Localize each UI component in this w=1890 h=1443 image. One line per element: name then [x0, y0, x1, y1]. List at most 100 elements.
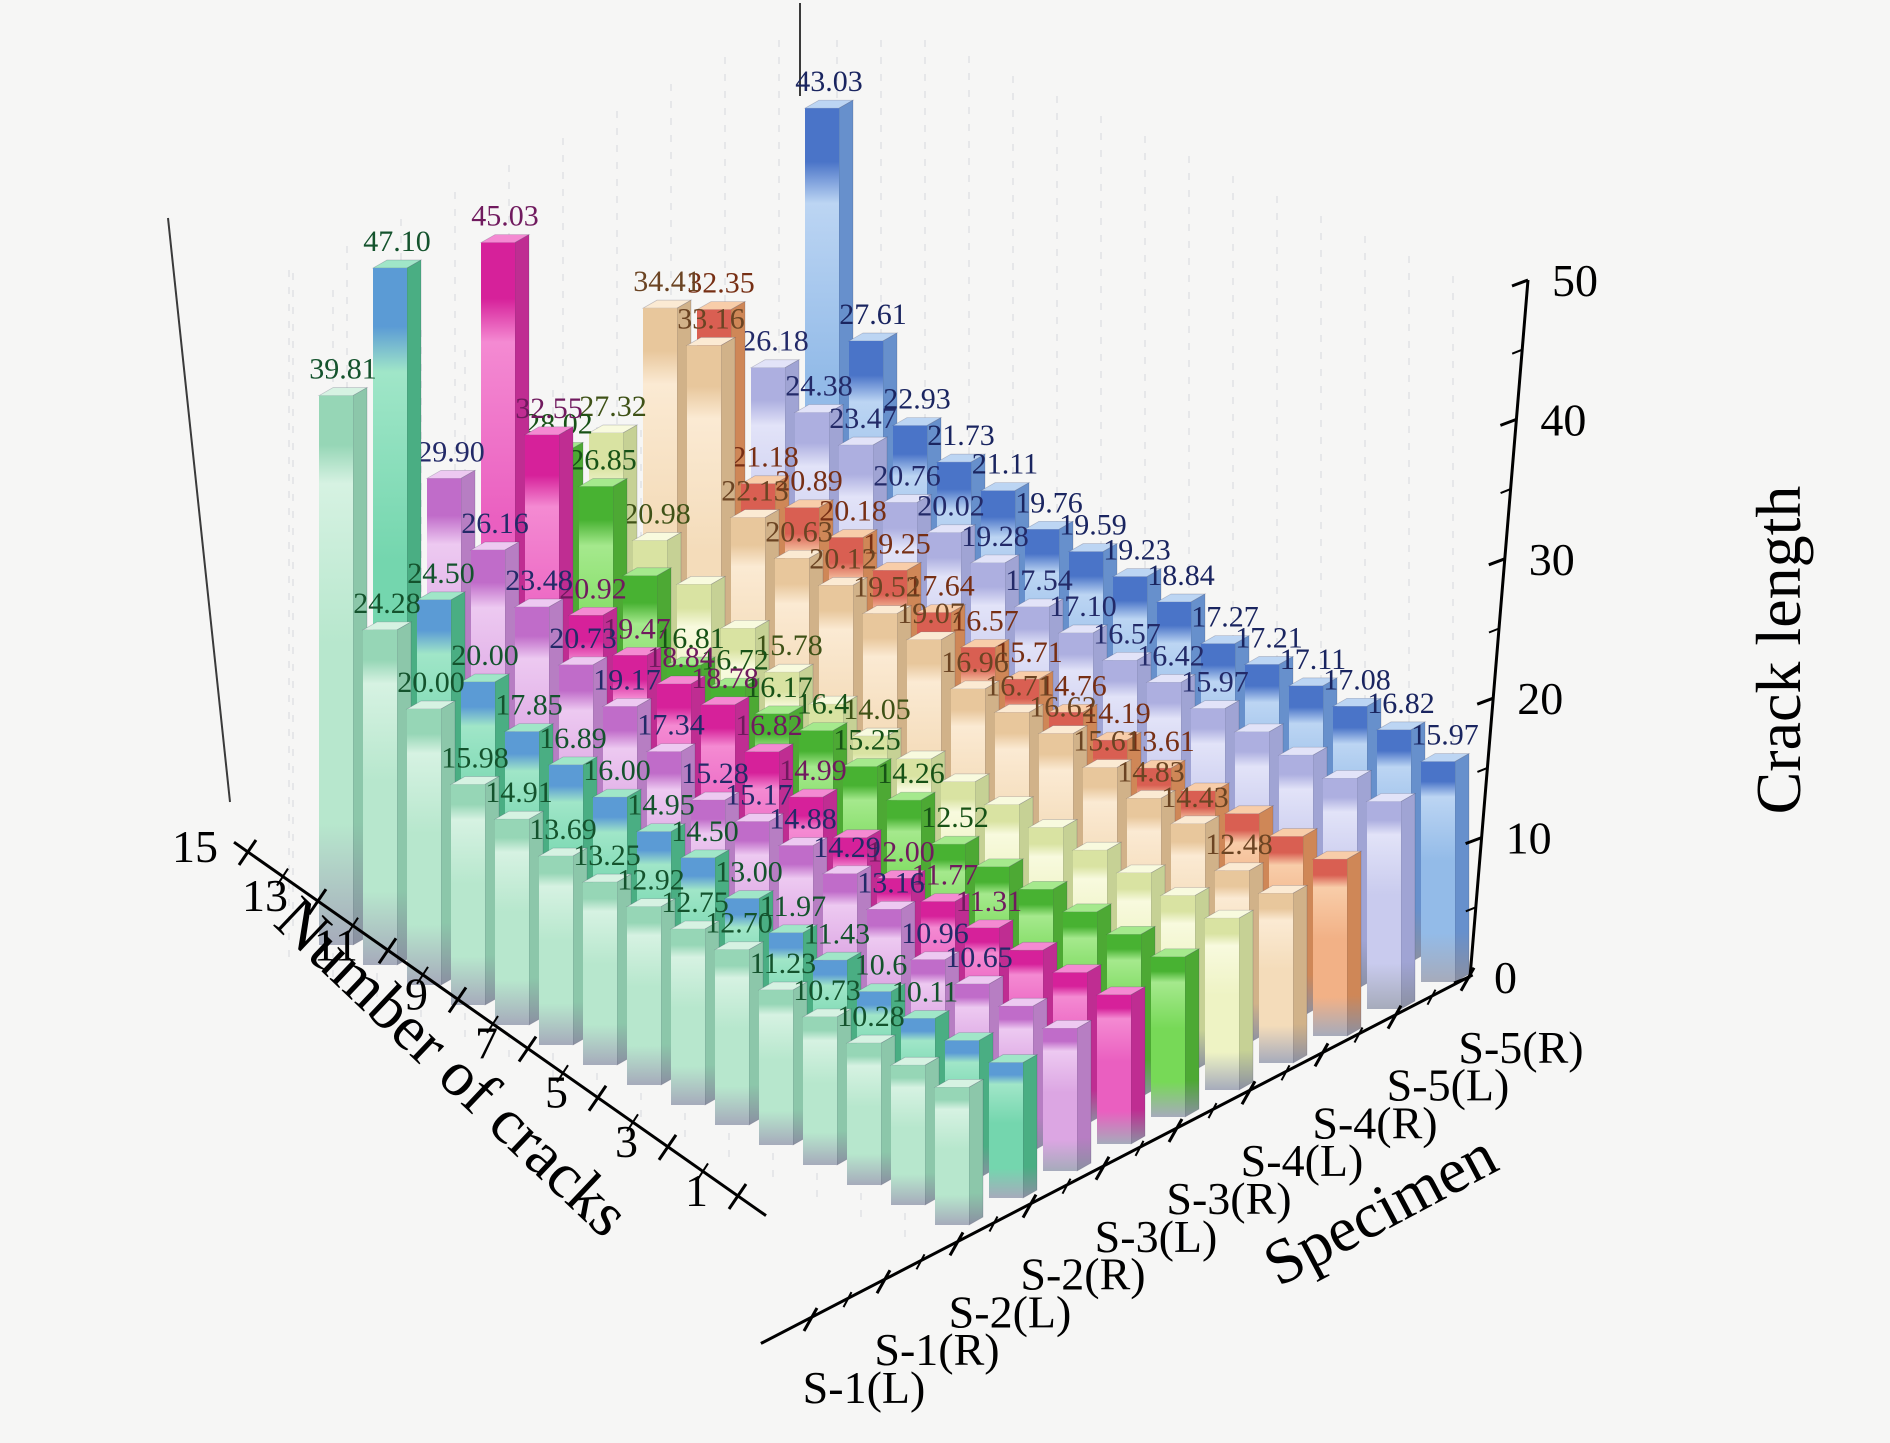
- bar-value-label: 17.08: [1323, 663, 1391, 696]
- z-tick-label: 10: [1506, 813, 1552, 864]
- depth-tick: [377, 937, 398, 965]
- x-tick: [875, 1269, 892, 1294]
- bar-value-label: 14.95: [627, 789, 695, 822]
- bar-front-face: [759, 990, 793, 1145]
- bar-value-label: 13.25: [573, 839, 641, 872]
- bar-value-label: 10.65: [945, 941, 1013, 974]
- x-tick-label-S-4(L): S-4(L): [1241, 1135, 1364, 1186]
- bar-S-4(R)-crack1: [1311, 850, 1363, 1037]
- bar-S-1(L)-crack4: 10.73: [793, 974, 861, 1166]
- bar-side-face: [1400, 792, 1416, 1010]
- bar-side-face: [1076, 1019, 1092, 1172]
- bar-value-label: 20.89: [775, 465, 843, 498]
- bar-value-label: 15.17: [725, 779, 793, 812]
- bar-value-label: 10.6: [855, 949, 908, 982]
- bar-value-label: 11.31: [956, 885, 1022, 918]
- z-tick: [1499, 417, 1517, 427]
- z-tick: [1511, 278, 1529, 288]
- x-minor-tick: [1207, 1102, 1218, 1119]
- bar-value-label: 12.75: [661, 886, 729, 919]
- bar-value-label: 22.93: [883, 383, 951, 416]
- bar-front-face: [935, 1087, 969, 1225]
- bar-value-label: 32.55: [515, 392, 583, 425]
- bar-value-label: 18.84: [1147, 559, 1215, 592]
- z-tick: [1476, 696, 1494, 706]
- bar-value-label: 19.28: [961, 520, 1029, 553]
- z-tick: [1488, 557, 1506, 567]
- depth-tick: [447, 986, 468, 1014]
- bar-value-label: 16.72: [701, 643, 769, 676]
- bar-front-face: [1043, 1028, 1077, 1171]
- bar-value-label: 11.77: [912, 859, 978, 892]
- bar-front-face: [847, 1043, 881, 1185]
- x-minor-tick: [1426, 989, 1437, 1006]
- bar-value-label: 13.16: [857, 866, 925, 899]
- bar-value-label: 19.52: [853, 571, 921, 604]
- bar-value-label: 14.05: [843, 693, 911, 726]
- bar-value-label: 14.19: [1083, 697, 1151, 730]
- bar-S-1(L)-crack1: [933, 1078, 985, 1226]
- bar-value-label: 11.97: [760, 890, 826, 923]
- bar-value-label: 18.78: [691, 662, 759, 695]
- depth-tick-label: 9: [405, 968, 428, 1019]
- z-tick-label: 0: [1494, 952, 1517, 1003]
- x-minor-tick: [1280, 1064, 1291, 1081]
- depth-tick: [307, 888, 328, 916]
- bar-value-label: 19.59: [1059, 509, 1127, 542]
- bar-value-label: 14.99: [779, 754, 847, 787]
- bar-value-label: 45.03: [471, 200, 539, 233]
- bar-value-label: 17.85: [495, 689, 563, 722]
- bar-value-label: 14.83: [1117, 755, 1185, 788]
- x-tick-label-S-5(R): S-5(R): [1458, 1022, 1583, 1073]
- bar-S-3(R)-crack1: [1203, 909, 1255, 1091]
- bar-value-label: 14.26: [877, 757, 945, 790]
- bar-front-face: [671, 929, 705, 1105]
- bar-value-label: 15.98: [441, 741, 509, 774]
- depth-tick: [346, 917, 359, 936]
- depth-tick-label: 3: [615, 1116, 638, 1167]
- bar-value-label: 14.76: [1039, 669, 1107, 702]
- depth-tick: [237, 839, 258, 866]
- bar-value-label: 19.76: [1015, 486, 1083, 519]
- bar-value-label: 21.11: [972, 448, 1038, 481]
- bar-value-label: 16.62: [1029, 691, 1097, 724]
- bar-value-label: 20.00: [451, 639, 519, 672]
- bar-value-label: 43.03: [795, 65, 863, 98]
- x-minor-tick: [988, 1216, 999, 1232]
- bar-value-label: 19.47: [603, 612, 671, 645]
- bar-value-label: 20.00: [397, 666, 465, 699]
- bar-value-label: 12.00: [867, 835, 935, 868]
- bar-value-label: 24.28: [353, 587, 421, 620]
- x-tick: [948, 1231, 965, 1257]
- bar-front-face: [989, 1062, 1023, 1198]
- bar-value-label: 12.48: [1205, 828, 1273, 861]
- x-minor-tick: [1061, 1178, 1072, 1195]
- bar-front-face: [1097, 994, 1131, 1144]
- axes-group: 0102030405013579111315S-1(L)S-1(R)S-2(L)…: [172, 255, 1598, 1413]
- bar-value-label: 16.71: [985, 669, 1053, 702]
- bar-S-1(L)-crack8: 12.92: [617, 864, 685, 1086]
- x-tick-label-S-3(R): S-3(R): [1166, 1173, 1291, 1224]
- bar-side-face: [968, 1078, 984, 1226]
- bar-value-label: 27.61: [839, 298, 907, 331]
- depth-tick: [276, 868, 289, 887]
- bar-value-label: 20.92: [559, 572, 627, 605]
- bar-value-label: 10.73: [793, 974, 861, 1007]
- bar-front-face: [1421, 761, 1455, 982]
- bar-front-face: [363, 629, 397, 965]
- bar-value-label: 15.71: [995, 636, 1063, 669]
- bar-S-1(L)-crack2: [889, 1056, 941, 1206]
- bar-S-4(L)-crack1: [1257, 884, 1309, 1064]
- x-tick: [1313, 1042, 1330, 1068]
- bar-value-label: 23.47: [829, 402, 897, 435]
- bar-front-face: [407, 709, 441, 985]
- bar-value-label: 33.16: [677, 302, 745, 335]
- bar-front-face: [1313, 859, 1347, 1036]
- bar-value-label: 16.00: [583, 754, 651, 787]
- bar-value-label: 19.25: [863, 527, 931, 560]
- bar-value-label: 13.00: [715, 856, 783, 889]
- bar-side-face: [1022, 1054, 1038, 1199]
